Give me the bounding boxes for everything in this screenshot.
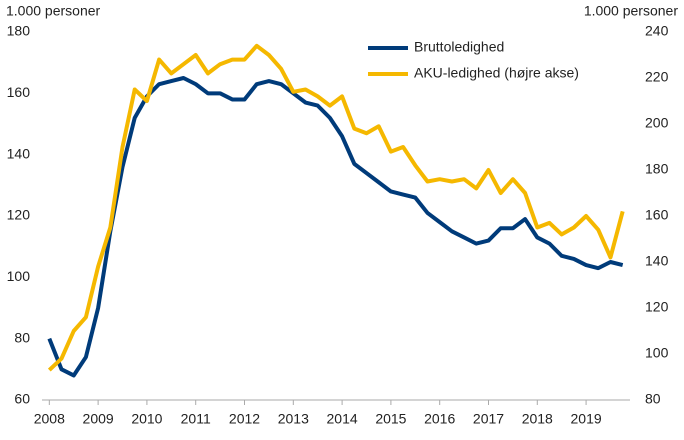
y2-tick-label: 220	[645, 69, 669, 85]
y-tick-label: 140	[7, 145, 31, 161]
y-tick-label: 60	[14, 391, 30, 407]
y2-tick-label: 180	[645, 161, 669, 177]
x-tick-label: 2016	[424, 411, 455, 427]
x-tick-label: 2015	[375, 411, 406, 427]
y-tick-label: 120	[7, 207, 31, 223]
x-tick-label: 2019	[571, 411, 602, 427]
y2-axis-label: 1.000 personer	[584, 3, 679, 19]
x-tick-label: 2017	[473, 411, 504, 427]
y2-tick-label: 80	[645, 391, 661, 407]
y-tick-label: 100	[7, 268, 31, 284]
x-tick-label: 2011	[181, 411, 211, 427]
x-tick-label: 2013	[278, 411, 309, 427]
y-tick-label: 180	[7, 23, 31, 39]
y2-tick-label: 140	[645, 253, 669, 269]
y2-tick-label: 100	[645, 345, 669, 361]
y2-tick-label: 200	[645, 115, 669, 131]
y-tick-label: 80	[14, 329, 30, 345]
y2-tick-label: 240	[645, 23, 669, 39]
legend-label: AKU-ledighed (højre akse)	[414, 65, 579, 81]
x-tick-label: 2014	[327, 411, 358, 427]
x-tick-label: 2009	[83, 411, 114, 427]
y-axis-label: 1.000 personer	[6, 3, 101, 19]
x-tick-label: 2010	[131, 411, 162, 427]
legend-label: Bruttoledighed	[414, 39, 504, 55]
y-tick-label: 160	[7, 84, 31, 100]
y2-tick-label: 120	[645, 299, 669, 315]
y2-tick-label: 160	[645, 207, 669, 223]
x-tick-label: 2008	[34, 411, 65, 427]
x-tick-label: 2018	[522, 411, 553, 427]
x-tick-label: 2012	[229, 411, 260, 427]
series-line	[47, 43, 625, 372]
